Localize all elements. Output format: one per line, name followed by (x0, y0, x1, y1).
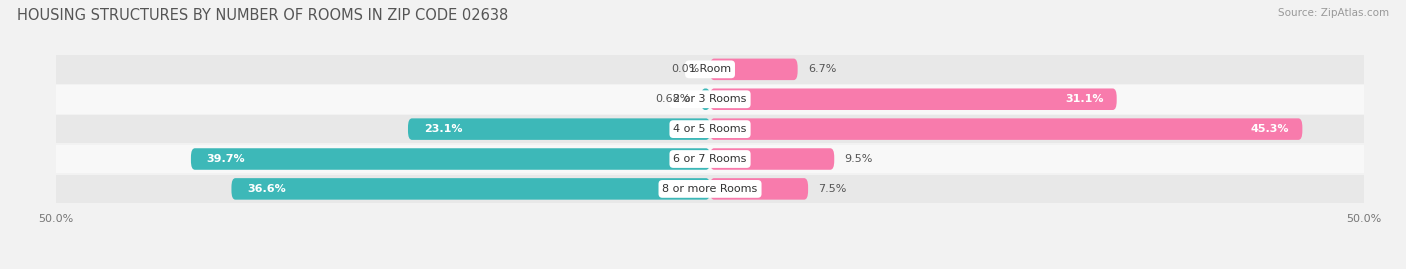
Text: 4 or 5 Rooms: 4 or 5 Rooms (673, 124, 747, 134)
FancyBboxPatch shape (710, 89, 1116, 110)
FancyBboxPatch shape (56, 175, 1364, 203)
Text: 0.0%: 0.0% (671, 64, 700, 74)
Text: 8 or more Rooms: 8 or more Rooms (662, 184, 758, 194)
Text: 39.7%: 39.7% (207, 154, 245, 164)
FancyBboxPatch shape (232, 178, 710, 200)
Text: HOUSING STRUCTURES BY NUMBER OF ROOMS IN ZIP CODE 02638: HOUSING STRUCTURES BY NUMBER OF ROOMS IN… (17, 8, 508, 23)
Text: 0.68%: 0.68% (655, 94, 690, 104)
FancyBboxPatch shape (710, 118, 1302, 140)
Text: Source: ZipAtlas.com: Source: ZipAtlas.com (1278, 8, 1389, 18)
Text: 9.5%: 9.5% (845, 154, 873, 164)
FancyBboxPatch shape (56, 115, 1364, 143)
Text: 7.5%: 7.5% (818, 184, 846, 194)
Text: 6 or 7 Rooms: 6 or 7 Rooms (673, 154, 747, 164)
FancyBboxPatch shape (408, 118, 710, 140)
Text: 45.3%: 45.3% (1251, 124, 1289, 134)
Text: 1 Room: 1 Room (689, 64, 731, 74)
FancyBboxPatch shape (56, 55, 1364, 84)
Text: 6.7%: 6.7% (808, 64, 837, 74)
FancyBboxPatch shape (56, 85, 1364, 114)
FancyBboxPatch shape (710, 178, 808, 200)
Text: 36.6%: 36.6% (247, 184, 285, 194)
FancyBboxPatch shape (710, 148, 834, 170)
FancyBboxPatch shape (710, 59, 797, 80)
Text: 23.1%: 23.1% (423, 124, 463, 134)
Text: 2 or 3 Rooms: 2 or 3 Rooms (673, 94, 747, 104)
Text: 31.1%: 31.1% (1066, 94, 1104, 104)
FancyBboxPatch shape (702, 89, 710, 110)
FancyBboxPatch shape (191, 148, 710, 170)
FancyBboxPatch shape (56, 145, 1364, 173)
